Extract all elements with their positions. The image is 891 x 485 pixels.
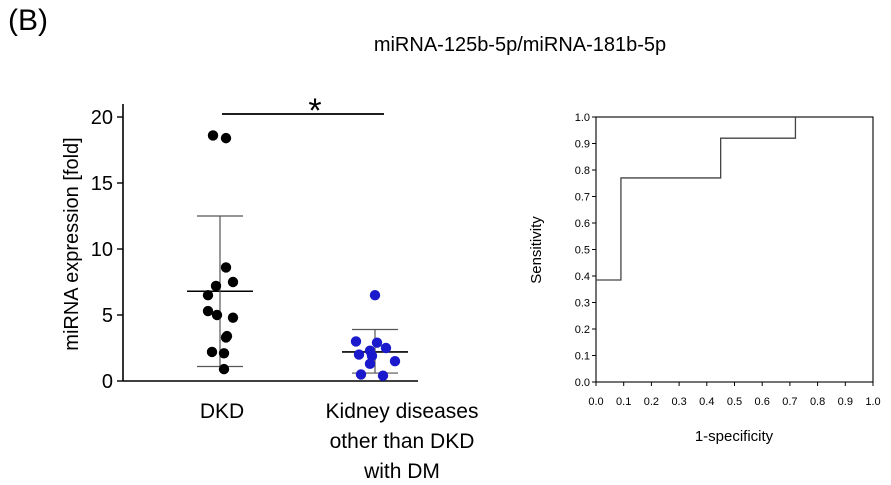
- data-point: [389, 356, 401, 367]
- data-point: [206, 346, 218, 358]
- data-point: [227, 312, 239, 323]
- y-tick-label: 0.6: [575, 218, 590, 230]
- figure-title: miRNA-125b-5p/miRNA-181b-5p: [373, 34, 667, 56]
- x-tick-label: 0.9: [838, 396, 853, 408]
- y-tick-label: 0.9: [575, 139, 590, 151]
- plot-frame: [595, 116, 874, 383]
- x-tick-label: 0.5: [727, 396, 742, 408]
- data-point: [220, 332, 232, 343]
- data-point: [380, 342, 392, 354]
- y-tick-label: 0.4: [575, 271, 590, 283]
- data-point: [202, 305, 214, 317]
- data-point: [353, 349, 365, 360]
- panel-label: (B): [8, 4, 48, 37]
- x-tick-label: 0.4: [699, 396, 714, 408]
- x-tick-label: 1.0: [865, 396, 880, 408]
- y-axis-label: miRNA expression [fold]: [61, 137, 83, 350]
- data-point: [350, 336, 362, 347]
- y-tick-label: 0.3: [575, 298, 590, 310]
- data-point: [211, 309, 223, 321]
- data-point: [220, 262, 232, 273]
- x-category-label: other than DKD: [330, 430, 475, 453]
- data-point: [364, 358, 376, 370]
- x-tick-label: 0.3: [671, 396, 686, 408]
- x-tick-label: 0.8: [810, 396, 825, 408]
- x-tick-label: 0.7: [782, 396, 797, 408]
- y-tick-label: 0: [102, 371, 113, 393]
- data-point: [202, 290, 214, 301]
- y-tick-label: 0.7: [575, 192, 590, 204]
- x-category-label: DKD: [200, 400, 244, 423]
- x-tick-label: 0.1: [616, 396, 631, 408]
- significance-marker: *: [308, 92, 321, 130]
- x-tick-label: 0.6: [755, 396, 770, 408]
- y-axis-label: Sensitivity: [528, 216, 545, 284]
- y-tick-label: 0.0: [575, 377, 590, 389]
- data-point: [369, 290, 381, 301]
- data-point: [210, 280, 222, 292]
- data-point: [218, 348, 230, 359]
- data-point: [218, 363, 230, 375]
- scatter-plot: 0 5 10 15 20 miRNA expression [fold] DKD Kidney…: [61, 92, 478, 483]
- y-tick-label: 20: [91, 107, 113, 129]
- y-tick-label: 1.0: [575, 112, 590, 124]
- data-point: [377, 370, 389, 381]
- data-point: [366, 350, 378, 362]
- data-point: [220, 132, 232, 144]
- data-point: [371, 337, 383, 348]
- roc-curve: [596, 117, 797, 281]
- data-point: [227, 276, 239, 288]
- x-tick-label: 0.2: [644, 396, 659, 408]
- y-tick-label: 5: [102, 305, 113, 327]
- y-tick-label: 0.1: [575, 351, 590, 363]
- y-tick-label: 0.2: [575, 324, 590, 336]
- y-tick-label: 0.8: [575, 165, 590, 177]
- y-tick-label: 0.5: [575, 245, 590, 257]
- data-point: [355, 369, 367, 380]
- x-axis-label: 1-specificity: [695, 428, 774, 445]
- x-category-label: with DM: [363, 460, 440, 483]
- x-tick-label: 0.0: [588, 396, 603, 408]
- roc-plot: 0.0 0.1 0.2 0.3 0.4 0.5 0.6 0.7 0.8 0.9 1.0 0.0 0.1 0…: [528, 112, 881, 445]
- data-point: [207, 130, 219, 141]
- y-tick-label: 15: [91, 173, 113, 195]
- x-category-label: Kidney diseases: [326, 400, 479, 423]
- y-tick-label: 10: [91, 239, 113, 261]
